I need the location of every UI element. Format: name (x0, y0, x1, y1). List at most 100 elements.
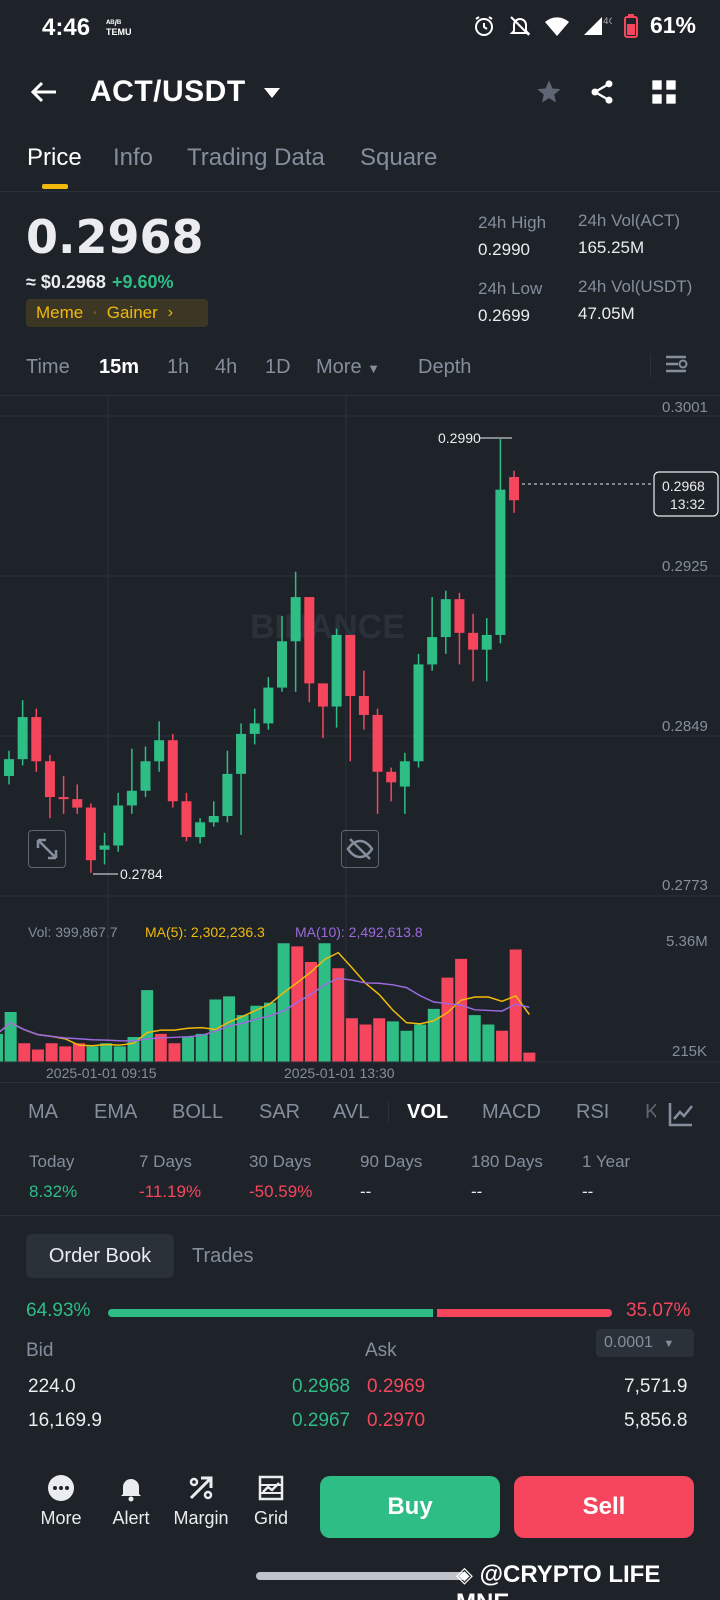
tag-badges[interactable]: Meme • Gainer › (26, 299, 208, 327)
tab-square[interactable]: Square (360, 144, 438, 171)
high-label: 24h High (478, 213, 547, 232)
indicator-ema[interactable]: EMA (94, 1101, 138, 1123)
indicator-macd[interactable]: MACD (482, 1101, 541, 1123)
orderbook-tabs: Order Book Trades (0, 1234, 720, 1284)
bid-price[interactable]: 0.2968 (292, 1376, 351, 1397)
chevron-right-icon: › (167, 304, 174, 321)
time-axis-label: 2025-01-01 09:15 (46, 1065, 157, 1081)
main-tabs: Price Info Trading Data Square (0, 140, 720, 192)
hide-indicators-button[interactable] (341, 830, 379, 868)
sell-button[interactable]: Sell (514, 1476, 694, 1538)
tab-info[interactable]: Info (113, 144, 154, 171)
interval-1d[interactable]: 1D (265, 356, 291, 378)
price-axis-label: 0.3001 (662, 399, 708, 416)
perf-value: -50.59% (249, 1182, 313, 1201)
margin-label: Margin (173, 1508, 229, 1528)
perf-value: -11.19% (139, 1182, 202, 1201)
margin-button[interactable]: Margin (166, 1474, 236, 1529)
bid-qty[interactable]: 16,169.9 (28, 1410, 102, 1431)
interval-4h[interactable]: 4h (215, 356, 238, 378)
volume-bar (468, 1015, 481, 1062)
volume-bar (168, 1043, 181, 1062)
tab-price[interactable]: Price (27, 144, 82, 171)
candle-body (17, 717, 28, 760)
indicator-avl[interactable]: AVL (333, 1101, 370, 1123)
candle-body (99, 845, 110, 850)
overlay-watermark: ◈ @CRYPTO LIFE MNE (456, 1561, 720, 1600)
indicator-settings[interactable] (656, 1095, 720, 1131)
volume-bar (141, 990, 154, 1062)
interval-more[interactable]: More ▼ (316, 356, 380, 379)
ask-price[interactable]: 0.2970 (367, 1410, 426, 1431)
volume-bar (59, 1046, 72, 1062)
ask-qty[interactable]: 7,571.9 (624, 1376, 688, 1397)
interval-depth[interactable]: Depth (418, 356, 472, 378)
candle-body (236, 733, 247, 774)
indicator-rsi[interactable]: RSI (576, 1101, 610, 1123)
volume-bar (523, 1052, 536, 1062)
indicator-sar[interactable]: SAR (259, 1101, 301, 1123)
price-axis-label: 0.2773 (662, 877, 708, 894)
divider (388, 1101, 389, 1123)
price-axis-label: 0.2849 (662, 718, 708, 735)
volume-bar (72, 1043, 85, 1062)
ask-price[interactable]: 0.2969 (367, 1376, 426, 1397)
indicator-vol[interactable]: VOL (407, 1101, 449, 1123)
candle-body (372, 714, 383, 772)
more-button[interactable]: More (26, 1474, 96, 1529)
candle-body (167, 740, 178, 802)
volume-bar (236, 1015, 249, 1062)
volume-bar (154, 1033, 167, 1062)
back-arrow-icon[interactable] (30, 80, 58, 104)
battery-percent: 61% (649, 12, 696, 38)
candle-countdown: 13:32 (670, 496, 705, 512)
fullscreen-button[interactable] (28, 830, 66, 868)
indicator-boll[interactable]: BOLL (172, 1101, 224, 1123)
candle-body (222, 773, 233, 816)
share-icon[interactable] (588, 78, 616, 106)
interval-15m[interactable]: 15m (99, 356, 140, 378)
candle-body (31, 717, 42, 762)
vol-act-label: 24h Vol(ACT) (578, 211, 681, 230)
candle-body (113, 805, 124, 846)
volume-bar (427, 1008, 440, 1062)
candle-body (413, 664, 424, 762)
volume-bar (291, 946, 304, 1062)
tab-trades[interactable]: Trades (192, 1245, 254, 1267)
candle-body (509, 477, 520, 501)
volume-chart[interactable]: Vol: 399,867.7 MA(5): 2,302,236.3 MA(10)… (0, 916, 720, 1082)
interval-bar: Time 15m 1h 4h 1D More ▼ Depth (0, 346, 720, 396)
tag-gainer: Gainer (106, 303, 158, 322)
volume-bar (4, 1012, 17, 1062)
binance-watermark: BINANCE (250, 608, 405, 646)
bid-price[interactable]: 0.2967 (292, 1410, 351, 1431)
tab-order-book[interactable]: Order Book (26, 1234, 174, 1278)
interval-time[interactable]: Time (26, 356, 70, 378)
price-axis-label: 0.2925 (662, 558, 708, 575)
low-value: 0.2699 (478, 306, 530, 325)
ask-qty[interactable]: 5,856.8 (624, 1410, 688, 1431)
home-indicator[interactable] (256, 1572, 466, 1580)
interval-1h[interactable]: 1h (167, 356, 190, 378)
grid-button[interactable]: Grid (236, 1474, 306, 1529)
indicator-ma[interactable]: MA (28, 1101, 58, 1123)
tab-trading-data[interactable]: Trading Data (187, 144, 325, 171)
pair-selector[interactable]: ACT/USDT (90, 75, 281, 109)
price-chart[interactable]: BINANCE 0.3001 0.2925 0.2849 0.2773 0.29… (0, 396, 720, 916)
star-icon[interactable] (534, 78, 564, 106)
buy-button[interactable]: Buy (320, 1476, 500, 1538)
candlestick-chart: BINANCE 0.3001 0.2925 0.2849 0.2773 0.29… (0, 396, 720, 916)
chart-edit-icon (668, 1103, 693, 1127)
volume-bar (86, 1046, 99, 1062)
precision-select[interactable]: 0.0001 ▼ (596, 1329, 694, 1357)
alert-button[interactable]: Alert (96, 1474, 166, 1529)
grid-menu-icon[interactable] (650, 78, 678, 106)
candle-body (126, 790, 137, 806)
bid-qty[interactable]: 224.0 (28, 1376, 76, 1397)
volume-bar (195, 1033, 208, 1062)
perf-value: -- (360, 1182, 372, 1201)
chart-settings-icon[interactable] (664, 352, 690, 376)
divider (650, 354, 651, 378)
perf-label: 1 Year (582, 1152, 631, 1171)
perf-value: 8.32% (29, 1182, 78, 1201)
